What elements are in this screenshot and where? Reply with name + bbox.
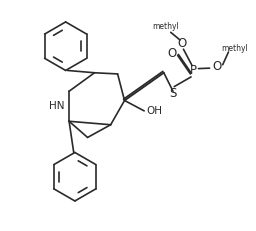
- Text: methyl: methyl: [221, 44, 248, 53]
- Text: HN: HN: [49, 101, 64, 111]
- Text: O: O: [168, 47, 177, 60]
- Text: OH: OH: [147, 106, 163, 116]
- Text: P: P: [190, 64, 197, 77]
- Text: O: O: [213, 61, 222, 73]
- Text: methyl: methyl: [153, 22, 179, 31]
- Text: O: O: [178, 37, 187, 50]
- Text: S: S: [169, 87, 177, 100]
